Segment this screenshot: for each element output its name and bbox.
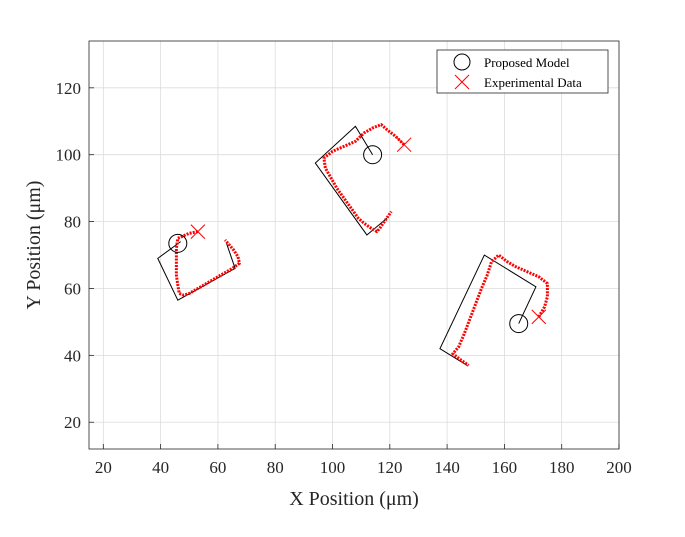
model-path xyxy=(314,125,388,236)
experimental-path xyxy=(174,230,241,297)
x-tick-label: 80 xyxy=(267,458,284,477)
experimental-marker xyxy=(531,309,547,325)
legend-label: Experimental Data xyxy=(484,75,582,90)
grid xyxy=(89,41,620,449)
plot-frame xyxy=(88,40,620,450)
y-tick-label: 40 xyxy=(64,346,81,365)
x-marker-stroke xyxy=(531,309,547,325)
x-tick-label: 180 xyxy=(549,458,575,477)
markers xyxy=(168,137,547,334)
legend-circle-icon xyxy=(453,53,471,71)
model-path xyxy=(157,241,236,301)
legend-x-icon xyxy=(454,74,470,90)
y-tick-label: 100 xyxy=(56,146,82,165)
x-tick-label: 40 xyxy=(152,458,169,477)
x-marker-stroke xyxy=(396,137,412,153)
model-marker xyxy=(168,233,188,253)
y-tick-labels: 20 40 60 80 100 120 xyxy=(56,79,94,432)
y-tick-label: 80 xyxy=(64,213,81,232)
model-marker xyxy=(509,314,529,334)
model-paths xyxy=(157,125,537,366)
x-tick-label: 160 xyxy=(492,458,518,477)
model-marker xyxy=(363,145,383,165)
model-path xyxy=(439,254,537,366)
x-marker-stroke xyxy=(454,74,470,90)
y-axis-label: Y Position (μm) xyxy=(23,181,45,310)
experimental-marker xyxy=(190,224,206,239)
x-tick-label: 200 xyxy=(606,458,632,477)
y-tick-label: 120 xyxy=(56,79,82,98)
x-marker-stroke xyxy=(190,224,206,239)
x-tick-label: 60 xyxy=(209,458,226,477)
experimental-marker xyxy=(396,137,412,153)
experimental-path xyxy=(322,123,406,234)
x-tick-label: 100 xyxy=(320,458,346,477)
x-tick-labels: 20 40 60 80 100 120 140 160 180 200 xyxy=(95,444,632,477)
legend: Proposed Model Experimental Data xyxy=(436,49,609,94)
experimental-path xyxy=(451,253,549,367)
legend-label: Proposed Model xyxy=(484,55,570,70)
x-tick-label: 20 xyxy=(95,458,112,477)
x-axis-label: X Position (μm) xyxy=(289,488,419,510)
experimental-paths xyxy=(174,123,549,367)
x-tick-label: 140 xyxy=(434,458,460,477)
x-tick-label: 120 xyxy=(377,458,403,477)
y-tick-label: 20 xyxy=(64,413,81,432)
y-tick-label: 60 xyxy=(64,279,81,298)
